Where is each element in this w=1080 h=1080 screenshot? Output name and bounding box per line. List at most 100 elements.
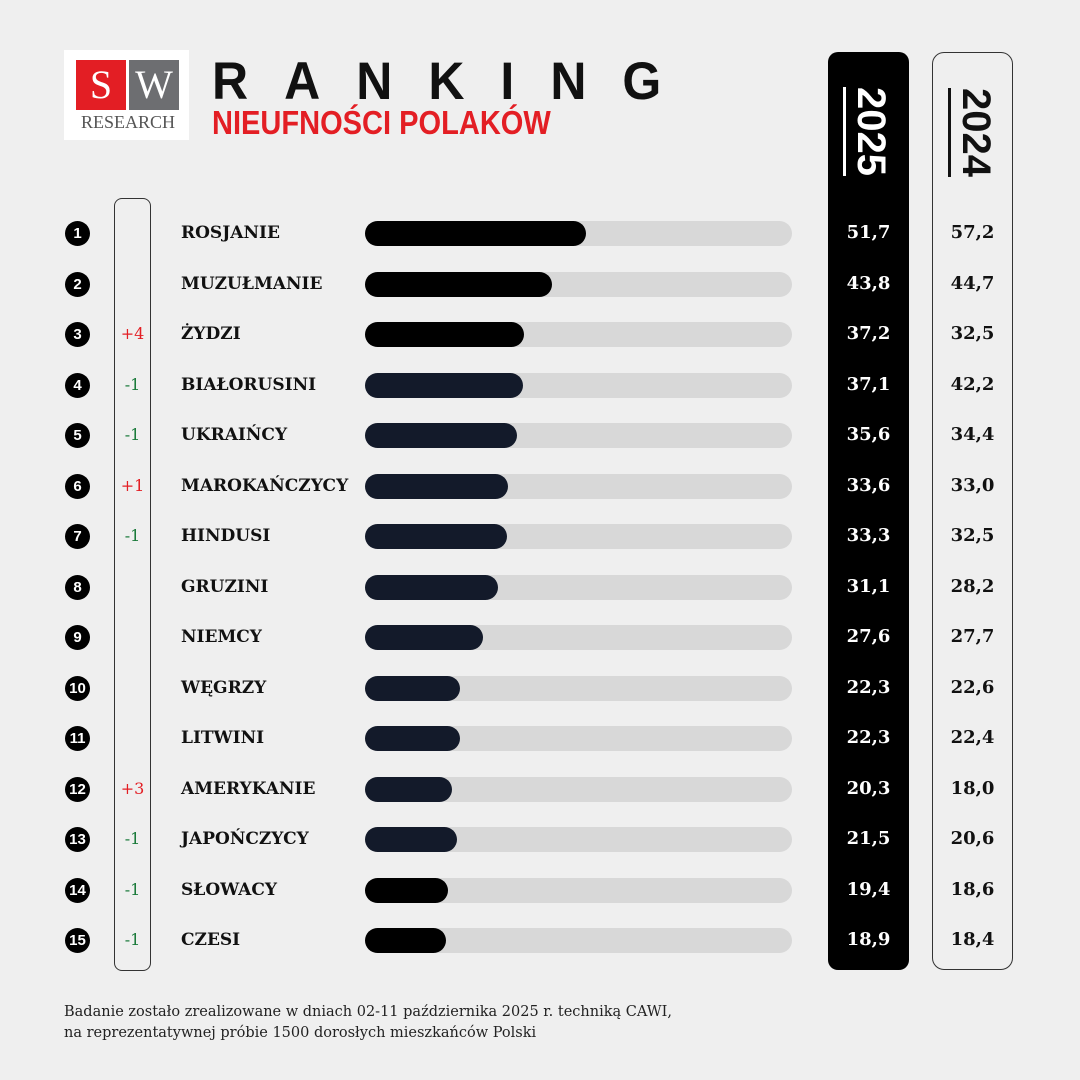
rank-change: +3 (120, 778, 145, 798)
value-2024: 34,4 (950, 424, 995, 445)
nationality-label: CZESI (181, 930, 241, 950)
bar-track (365, 221, 792, 246)
nationality-label: ROSJANIE (181, 223, 280, 243)
table-row: 14 -1 SŁOWACY 19,4 18,6 (0, 870, 1080, 910)
bar-track (365, 524, 792, 549)
bar-track (365, 776, 792, 802)
value-2024: 32,5 (950, 525, 995, 546)
footnote-line-2: na reprezentatywnej próbie 1500 dorosłyc… (64, 1025, 537, 1041)
value-2024: 33,0 (950, 474, 995, 496)
value-2024: 18,6 (950, 878, 995, 900)
footnote-line-1: Badanie zostało zrealizowane w dniach 02… (64, 1004, 672, 1020)
value-2024: 22,6 (950, 676, 995, 698)
value-2024: 18,4 (950, 929, 995, 950)
table-row: 6 +1 MAROKAŃCZYCY 33,6 33,0 (0, 466, 1080, 506)
bar-track (365, 322, 792, 347)
bar-track (365, 372, 792, 398)
bar-track (365, 473, 792, 499)
sw-research-logo: S W RESEARCH (64, 50, 189, 140)
value-2025: 43,8 (846, 272, 891, 294)
table-row: 8 GRUZINI 31,1 28,2 (0, 567, 1080, 607)
bar-2025 (365, 372, 524, 398)
table-row: 10 WĘGRZY 22,3 22,6 (0, 668, 1080, 708)
bar-2025 (365, 776, 452, 802)
table-row: 12 +3 AMERYKANIE 20,3 18,0 (0, 769, 1080, 809)
rank-change: -1 (124, 374, 141, 394)
nationality-label: SŁOWACY (181, 879, 278, 900)
bar-2025 (365, 423, 517, 448)
rank-badge: 1 (65, 221, 90, 246)
table-row: 15 -1 CZESI 18,9 18,4 (0, 920, 1080, 960)
table-row: 2 MUZUŁMANIE 43,8 44,7 (0, 264, 1080, 304)
bar-track (365, 928, 792, 953)
rank-change: -1 (124, 930, 141, 949)
value-2025: 22,3 (846, 727, 891, 748)
value-2024: 57,2 (950, 222, 995, 243)
table-row: 7 -1 HINDUSI 33,3 32,5 (0, 516, 1080, 556)
nationality-label: LITWINI (181, 728, 265, 748)
nationality-label: HINDUSI (181, 526, 271, 546)
bar-2025 (365, 473, 509, 499)
value-2024: 28,2 (950, 575, 995, 597)
value-2025: 19,4 (846, 878, 891, 900)
value-2024: 18,0 (950, 777, 995, 799)
nationality-label: UKRAIŃCY (181, 425, 288, 445)
value-2024: 27,7 (950, 626, 995, 647)
table-row: 13 -1 JAPOŃCZYCY 21,5 20,6 (0, 819, 1080, 859)
nationality-label: GRUZINI (181, 576, 269, 597)
bar-2025 (365, 322, 524, 347)
rank-change: -1 (124, 829, 141, 848)
bar-track (365, 675, 792, 701)
nationality-label: ŻYDZI (181, 324, 241, 344)
table-row: 1 ROSJANIE 51,7 57,2 (0, 213, 1080, 253)
value-2025: 31,1 (846, 575, 891, 597)
value-2025: 37,1 (846, 373, 891, 395)
rank-badge: 12 (65, 776, 90, 802)
rank-badge: 2 (65, 271, 90, 297)
rank-badge: 3 (65, 322, 90, 347)
page-title: RANKING (212, 51, 698, 111)
bar-2025 (365, 827, 457, 852)
page-subtitle: NIEUFNOŚCI POLAKÓW (212, 104, 551, 141)
nationality-label: NIEMCY (181, 627, 262, 647)
column-2024: 2024 (932, 52, 1013, 970)
value-2025: 27,6 (846, 626, 891, 647)
rank-badge: 11 (65, 726, 90, 751)
value-2025: 33,3 (846, 525, 891, 546)
value-2024: 44,7 (950, 272, 995, 294)
rank-badge: 7 (65, 524, 90, 549)
rank-change: -1 (124, 526, 141, 545)
bar-2025 (365, 574, 498, 600)
nationality-label: WĘGRZY (181, 677, 267, 698)
value-2025: 22,3 (846, 676, 891, 698)
rank-change: -1 (124, 425, 141, 444)
value-2025: 21,5 (846, 828, 891, 849)
nationality-label: BIAŁORUSINI (181, 374, 317, 395)
bar-track (365, 423, 792, 448)
rank-change: -1 (124, 879, 141, 899)
table-row: 5 -1 UKRAIŃCY 35,6 34,4 (0, 415, 1080, 455)
nationality-label: AMERYKANIE (181, 778, 316, 799)
logo-w: W (129, 60, 179, 110)
value-2025: 37,2 (846, 323, 891, 344)
bar-2025 (365, 675, 461, 701)
footnote: Badanie zostało zrealizowane w dniach 02… (64, 1002, 672, 1044)
nationality-label: JAPOŃCZYCY (181, 829, 309, 849)
rank-badge: 6 (65, 473, 90, 499)
value-2025: 35,6 (846, 424, 891, 445)
value-2024: 20,6 (950, 828, 995, 849)
year-2025-label: 2025 (849, 87, 893, 176)
bar-track (365, 625, 792, 650)
nationality-label: MUZUŁMANIE (181, 273, 323, 294)
value-2025: 51,7 (846, 222, 891, 243)
table-row: 4 -1 BIAŁORUSINI 37,1 42,2 (0, 365, 1080, 405)
table-row: 3 +4 ŻYDZI 37,2 32,5 (0, 314, 1080, 354)
rank-change: +4 (120, 324, 145, 343)
column-2025: 2025 (828, 52, 909, 970)
rank-badge: 15 (65, 928, 90, 953)
value-2025: 20,3 (846, 777, 891, 799)
rank-change: +1 (120, 475, 145, 495)
rank-badge: 13 (65, 827, 90, 852)
bar-track (365, 827, 792, 852)
value-2024: 22,4 (950, 727, 995, 748)
